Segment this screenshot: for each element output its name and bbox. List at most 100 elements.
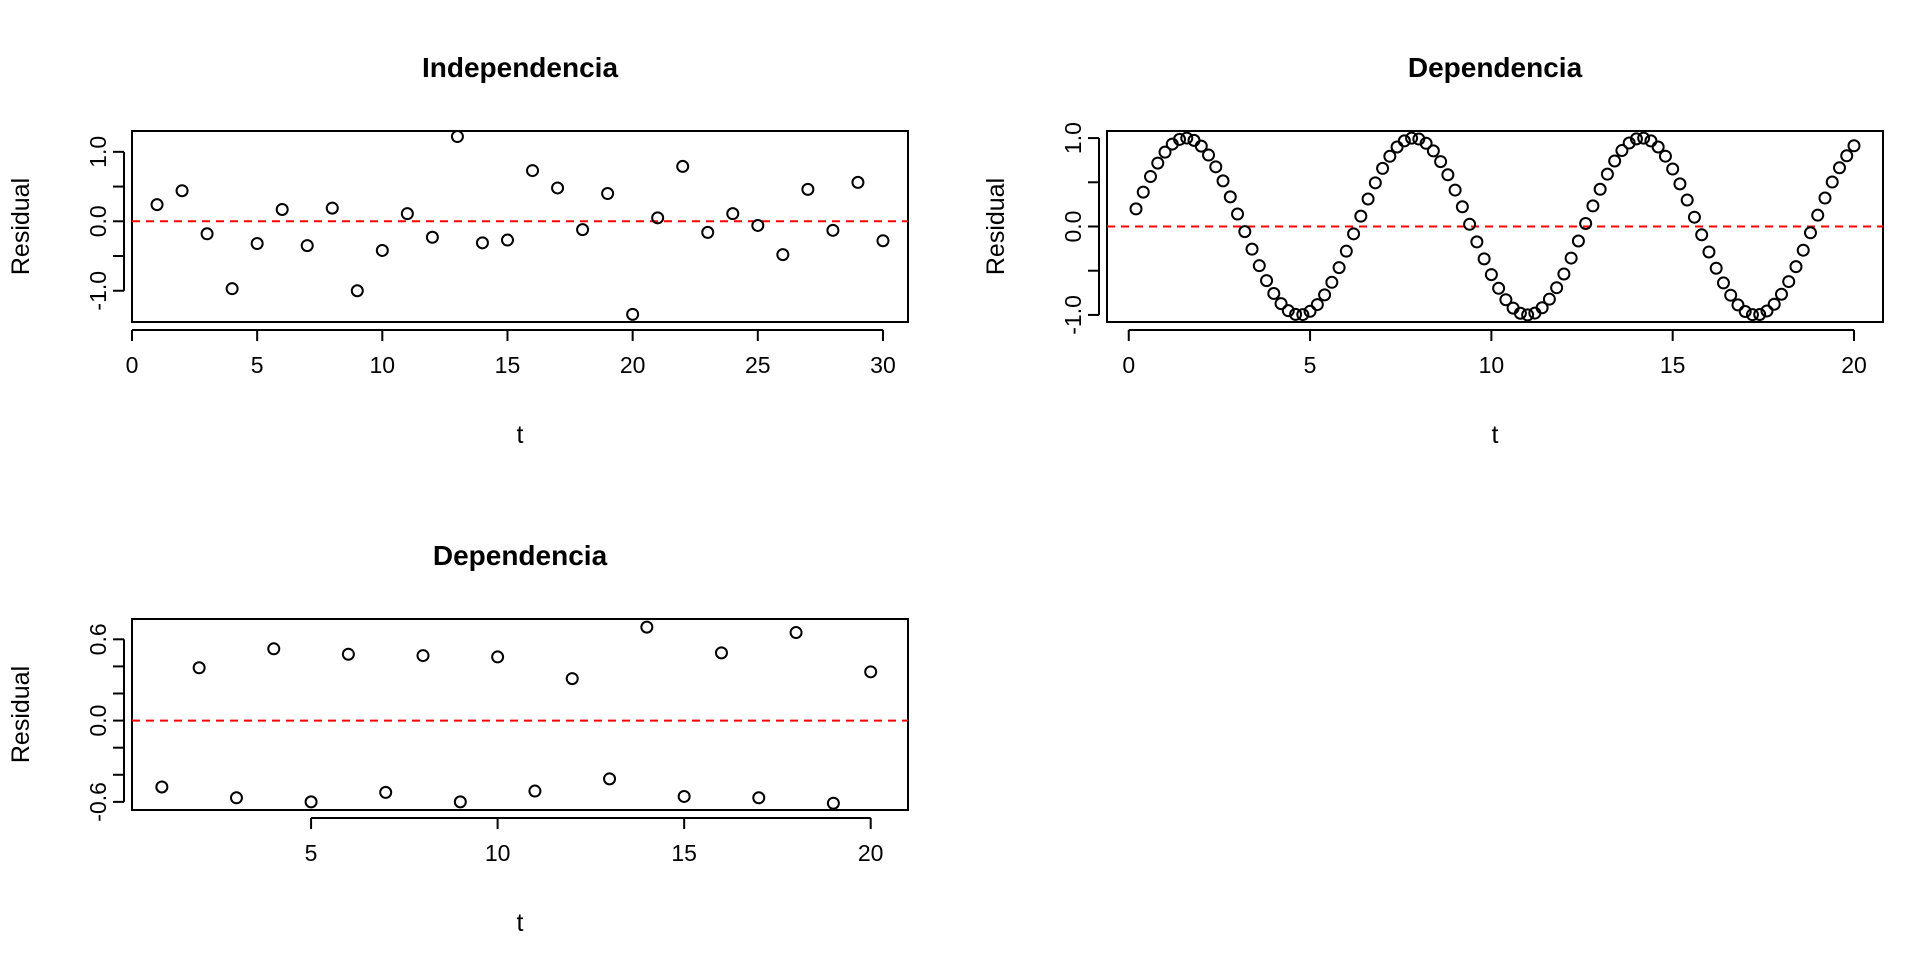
y-axis-label: Residual bbox=[7, 666, 35, 763]
data-point bbox=[304, 795, 318, 809]
data-point bbox=[425, 230, 439, 244]
chart-panel-2: Dependencia 0 5 10 15 20 t -1.0 0.0 1.0 Residual bbox=[982, 52, 1884, 449]
data-point bbox=[1223, 190, 1237, 204]
y-tick-label: 1.0 bbox=[1060, 122, 1086, 154]
data-point bbox=[876, 234, 890, 248]
data-point bbox=[1825, 175, 1839, 189]
data-point bbox=[275, 202, 289, 216]
data-point bbox=[1716, 276, 1730, 290]
data-point bbox=[1637, 131, 1651, 145]
data-point bbox=[192, 661, 206, 675]
x-tick-label: 15 bbox=[671, 840, 697, 866]
x-tick-label: 0 bbox=[1122, 352, 1135, 378]
chart-panel-1: Independencia 0 5 10 15 20 25 30 t -1.0 0.0 1.0 Resi… bbox=[7, 52, 909, 449]
data-point bbox=[1615, 144, 1629, 158]
data-point bbox=[626, 307, 640, 321]
x-tick-label: 15 bbox=[1660, 352, 1686, 378]
data-point bbox=[1803, 226, 1817, 240]
data-point bbox=[200, 227, 214, 241]
data-point bbox=[551, 181, 565, 195]
data-point bbox=[1745, 308, 1759, 322]
data-point bbox=[1774, 287, 1788, 301]
data-point bbox=[475, 236, 489, 250]
y-tick-label: 0.0 bbox=[85, 705, 111, 737]
data-point bbox=[1782, 275, 1796, 289]
x-tick-label: 5 bbox=[251, 352, 264, 378]
data-point bbox=[450, 130, 464, 144]
data-point bbox=[1260, 274, 1274, 288]
data-point bbox=[826, 796, 840, 810]
data-point bbox=[1753, 307, 1767, 321]
data-point bbox=[155, 780, 169, 794]
data-point bbox=[1252, 259, 1266, 273]
data-point bbox=[1666, 162, 1680, 176]
data-point bbox=[1158, 145, 1172, 159]
data-point bbox=[801, 182, 815, 196]
data-point bbox=[1397, 134, 1411, 148]
data-point bbox=[676, 159, 690, 173]
data-point bbox=[1608, 154, 1622, 168]
data-point bbox=[651, 211, 665, 225]
x-axis-label: t bbox=[517, 909, 524, 937]
data-point bbox=[1571, 234, 1585, 248]
data-point bbox=[1441, 168, 1455, 182]
data-point bbox=[250, 237, 264, 251]
data-point bbox=[1419, 136, 1433, 150]
data-point bbox=[1811, 208, 1825, 222]
y-tick-label: -1.0 bbox=[1060, 295, 1086, 335]
data-point bbox=[1209, 160, 1223, 174]
data-point bbox=[1521, 308, 1535, 322]
data-point bbox=[752, 791, 766, 805]
data-point bbox=[789, 626, 803, 640]
data-point bbox=[416, 649, 430, 663]
data-point bbox=[1622, 136, 1636, 150]
data-point bbox=[1426, 144, 1440, 158]
chart-panel-3: Dependencia 5 10 15 20 t -0.6 0.0 0.6 Residual bbox=[7, 540, 909, 937]
data-point bbox=[350, 284, 364, 298]
data-point bbox=[1767, 297, 1781, 311]
data-point bbox=[1586, 199, 1600, 213]
plot-frame bbox=[131, 618, 909, 811]
data-point bbox=[1492, 281, 1506, 295]
data-point bbox=[1376, 161, 1390, 175]
data-point bbox=[1202, 148, 1216, 162]
data-point bbox=[601, 187, 615, 201]
data-point bbox=[1738, 304, 1752, 318]
data-point bbox=[1144, 170, 1158, 184]
data-point bbox=[1658, 149, 1672, 163]
data-point bbox=[776, 248, 790, 262]
data-point bbox=[1731, 298, 1745, 312]
data-point bbox=[1796, 243, 1810, 257]
data-point bbox=[1310, 298, 1324, 312]
data-point bbox=[1354, 209, 1368, 223]
x-tick-label: 20 bbox=[620, 352, 646, 378]
y-tick-label: 0.0 bbox=[1060, 211, 1086, 243]
data-point bbox=[1629, 132, 1643, 146]
data-point bbox=[1231, 207, 1245, 221]
x-tick-label: 15 bbox=[495, 352, 521, 378]
data-point bbox=[491, 650, 505, 664]
data-point bbox=[1695, 228, 1709, 242]
x-tick-label: 5 bbox=[1304, 352, 1317, 378]
x-tick-label: 20 bbox=[1841, 352, 1867, 378]
data-point bbox=[640, 620, 654, 634]
data-point bbox=[1405, 131, 1419, 145]
data-point bbox=[1274, 297, 1288, 311]
data-point bbox=[1289, 307, 1303, 321]
data-point bbox=[1600, 167, 1614, 181]
data-point bbox=[1470, 235, 1484, 249]
data-point bbox=[1383, 149, 1397, 163]
data-point bbox=[714, 646, 728, 660]
data-point bbox=[1651, 140, 1665, 154]
data-point bbox=[1840, 149, 1854, 163]
data-point bbox=[1760, 304, 1774, 318]
data-point bbox=[1180, 131, 1194, 145]
data-point bbox=[1513, 306, 1527, 320]
data-point bbox=[726, 207, 740, 221]
data-point bbox=[1724, 288, 1738, 302]
data-point bbox=[751, 218, 765, 232]
x-tick-label: 10 bbox=[370, 352, 396, 378]
data-point bbox=[1593, 182, 1607, 196]
data-point bbox=[1557, 267, 1571, 281]
data-point bbox=[864, 665, 878, 679]
